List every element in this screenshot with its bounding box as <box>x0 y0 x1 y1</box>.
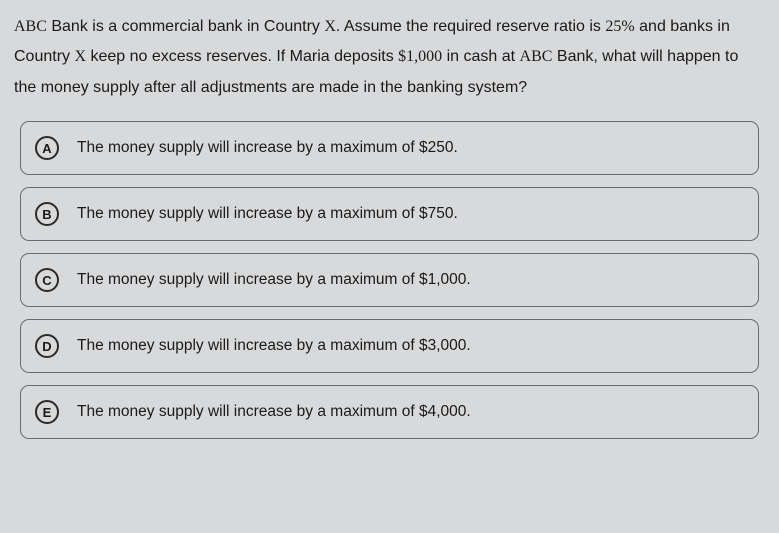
option-text: The money supply will increase by a maxi… <box>77 271 471 289</box>
question-text-fragment: $1,000 <box>398 48 442 65</box>
options-list: A The money supply will increase by a ma… <box>14 121 759 439</box>
option-c[interactable]: C The money supply will increase by a ma… <box>20 253 759 307</box>
option-letter-badge: E <box>35 400 59 424</box>
option-letter-badge: B <box>35 202 59 226</box>
question-text-fragment: Bank is a commercial bank in Country <box>47 18 324 35</box>
option-text: The money supply will increase by a maxi… <box>77 139 458 157</box>
option-letter-badge: C <box>35 268 59 292</box>
question-text-fragment: keep no excess reserves. If Maria deposi… <box>86 48 398 65</box>
option-b[interactable]: B The money supply will increase by a ma… <box>20 187 759 241</box>
option-a[interactable]: A The money supply will increase by a ma… <box>20 121 759 175</box>
option-text: The money supply will increase by a maxi… <box>77 403 471 421</box>
option-text: The money supply will increase by a maxi… <box>77 337 471 355</box>
question-text-fragment: ABC <box>14 18 47 35</box>
question-text-fragment: 25% <box>605 18 634 35</box>
option-d[interactable]: D The money supply will increase by a ma… <box>20 319 759 373</box>
option-letter-badge: A <box>35 136 59 160</box>
question-text-fragment: X <box>74 48 86 65</box>
question-prompt: ABC Bank is a commercial bank in Country… <box>14 12 759 103</box>
question-text-fragment: in cash at <box>442 48 519 65</box>
option-letter-badge: D <box>35 334 59 358</box>
question-text-fragment: X <box>324 18 336 35</box>
question-text-fragment: . Assume the required reserve ratio is <box>336 18 605 35</box>
option-e[interactable]: E The money supply will increase by a ma… <box>20 385 759 439</box>
option-text: The money supply will increase by a maxi… <box>77 205 458 223</box>
question-text-fragment: ABC <box>520 48 553 65</box>
